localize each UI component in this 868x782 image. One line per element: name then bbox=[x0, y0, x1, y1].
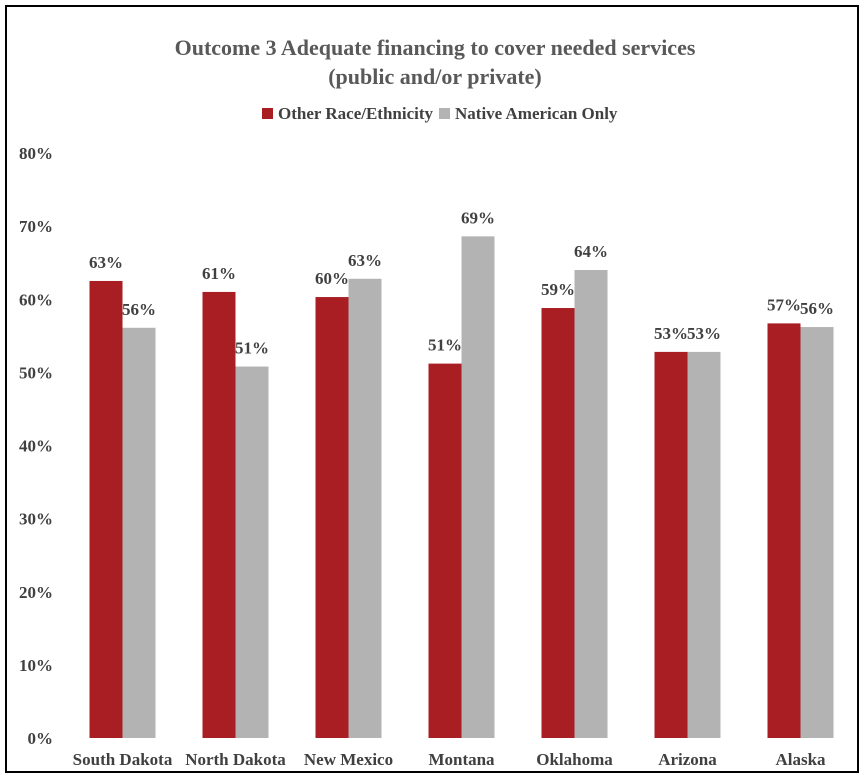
y-tick-label: 30% bbox=[19, 510, 53, 529]
y-tick-label: 10% bbox=[19, 656, 53, 675]
x-tick-label: Montana bbox=[428, 750, 495, 769]
bar-native-american bbox=[574, 270, 608, 738]
data-label: 69% bbox=[461, 208, 495, 227]
bar-other-race bbox=[428, 363, 462, 738]
y-tick-label: 20% bbox=[19, 583, 53, 602]
data-label: 53% bbox=[687, 324, 721, 343]
data-label: 57% bbox=[767, 295, 801, 314]
y-tick-label: 70% bbox=[19, 217, 53, 236]
chart-frame: Outcome 3 Adequate financing to cover ne… bbox=[5, 5, 859, 773]
bar-other-race bbox=[541, 308, 575, 738]
chart-subtitle: (public and/or private) bbox=[328, 64, 542, 89]
legend-label-native-american: Native American Only bbox=[455, 104, 618, 123]
y-axis: 0% 10% 20% 30% 40% 50% 60% 70% 80% bbox=[19, 144, 53, 748]
x-tick-label: North Dakota bbox=[185, 750, 286, 769]
bar-other-race bbox=[202, 291, 236, 738]
data-label: 51% bbox=[428, 336, 462, 355]
data-label: 60% bbox=[315, 269, 349, 288]
bars: 63%56%61%51%60%63%51%69%59%64%53% 53%57% 5… bbox=[89, 208, 834, 739]
bar-native-american bbox=[800, 327, 834, 738]
bar-other-race bbox=[654, 351, 688, 738]
x-tick-label: Arizona bbox=[658, 750, 717, 769]
x-axis: South Dakota North Dakota New Mexico Montan… bbox=[73, 750, 826, 769]
x-tick-label: South Dakota bbox=[73, 750, 173, 769]
data-label: 51% bbox=[235, 339, 269, 358]
bar-native-american bbox=[235, 366, 269, 738]
bar-other-race bbox=[315, 297, 349, 738]
data-label: 56% bbox=[122, 300, 156, 319]
chart-title: Outcome 3 Adequate financing to cover ne… bbox=[175, 35, 696, 60]
data-label: 61% bbox=[202, 264, 236, 283]
bar-chart: Outcome 3 Adequate financing to cover ne… bbox=[19, 35, 834, 769]
legend: Other Race/Ethnicity Native American Onl… bbox=[262, 104, 618, 123]
x-tick-label: Alaska bbox=[775, 750, 826, 769]
y-tick-label: 60% bbox=[19, 290, 53, 309]
x-tick-label: Oklahoma bbox=[536, 750, 613, 769]
legend-swatch-other-race bbox=[262, 108, 273, 119]
legend-label-other-race: Other Race/Ethnicity bbox=[278, 104, 434, 123]
bar-native-american bbox=[122, 327, 156, 738]
bar-other-race bbox=[767, 323, 801, 738]
bar-native-american bbox=[461, 236, 495, 739]
bar-native-american bbox=[687, 351, 721, 738]
data-label: 53% bbox=[654, 324, 688, 343]
y-tick-label: 50% bbox=[19, 363, 53, 382]
y-tick-label: 40% bbox=[19, 437, 53, 456]
data-label: 59% bbox=[541, 280, 575, 299]
data-label: 64% bbox=[574, 242, 608, 261]
y-tick-label: 80% bbox=[19, 144, 53, 163]
data-label: 63% bbox=[348, 251, 382, 270]
data-label: 63% bbox=[89, 253, 123, 272]
bar-native-american bbox=[348, 278, 382, 738]
data-label: 56% bbox=[800, 299, 834, 318]
legend-swatch-native-american bbox=[439, 108, 450, 119]
x-tick-label: New Mexico bbox=[304, 750, 393, 769]
y-tick-label: 0% bbox=[28, 729, 54, 748]
bar-other-race bbox=[89, 280, 123, 738]
